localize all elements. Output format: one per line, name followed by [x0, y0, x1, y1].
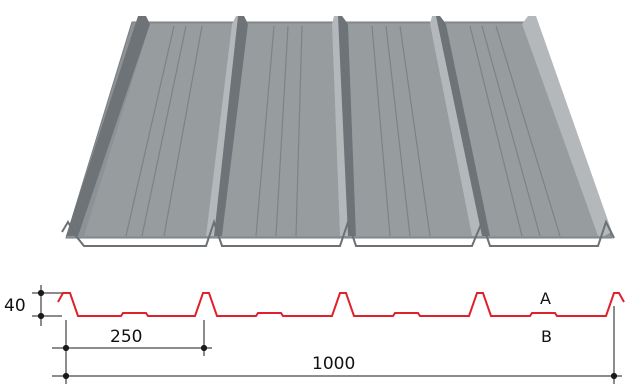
sheet-valley	[446, 24, 598, 236]
sheet-valley	[222, 24, 340, 236]
pitch-dimension-label: 250	[110, 327, 142, 347]
sheet-valley	[348, 24, 472, 236]
height-dimension-label: 40	[4, 296, 26, 316]
profile-cross-section	[57, 292, 625, 317]
roof-sheet-3d-view	[61, 16, 615, 247]
sheet-ribs	[66, 16, 612, 236]
valley-ribs	[125, 25, 561, 237]
sheet-valley	[84, 24, 232, 236]
face-label-bottom: B	[541, 327, 552, 346]
dimension-lines	[32, 285, 622, 384]
width-dimension-label: 1000	[312, 354, 355, 374]
sheet-front-edge	[61, 218, 615, 247]
face-label-top: A	[540, 289, 551, 308]
